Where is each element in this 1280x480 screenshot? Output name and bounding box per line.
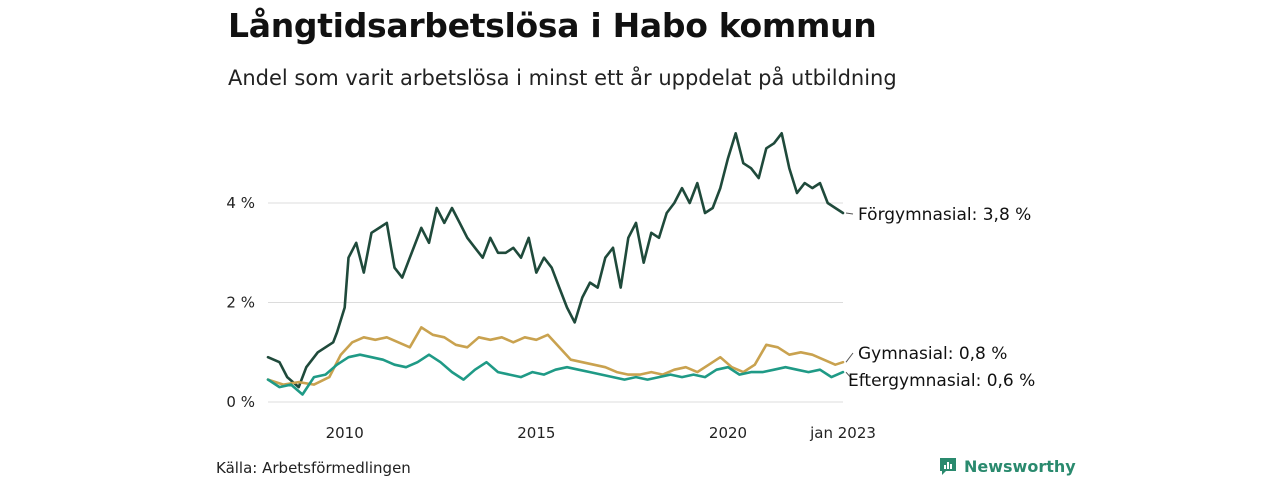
series-end-label: Förgymnasial: 3,8 % — [858, 205, 1031, 225]
y-tick-label: 4 % — [226, 194, 255, 212]
series-line-eftergymnasial — [266, 353, 845, 396]
series-line-förgymnasial — [266, 132, 845, 389]
end-label-leader — [845, 352, 854, 363]
brand-name: Newsworthy — [964, 456, 1076, 476]
end-label-leader — [845, 212, 854, 215]
x-tick-label: 2020 — [709, 424, 747, 442]
chart-subtitle: Andel som varit arbetslösa i minst ett å… — [228, 66, 897, 90]
series-end-label: Gymnasial: 0,8 % — [858, 344, 1007, 364]
source-note: Källa: Arbetsförmedlingen — [216, 459, 411, 477]
x-tick-label: 2010 — [326, 424, 364, 442]
x-tick-label: 2015 — [517, 424, 555, 442]
series-line-gymnasial — [266, 326, 845, 386]
x-tick-label: jan 2023 — [809, 424, 876, 442]
y-tick-label: 0 % — [226, 393, 255, 411]
y-tick-label: 2 % — [226, 294, 255, 312]
newsworthy-logo-icon — [940, 458, 956, 475]
series-end-label: Eftergymnasial: 0,6 % — [848, 371, 1035, 391]
chart-title: Långtidsarbetslösa i Habo kommun — [228, 6, 877, 45]
end-label-leader — [845, 371, 854, 381]
brand[interactable]: Newsworthy — [938, 456, 1076, 476]
